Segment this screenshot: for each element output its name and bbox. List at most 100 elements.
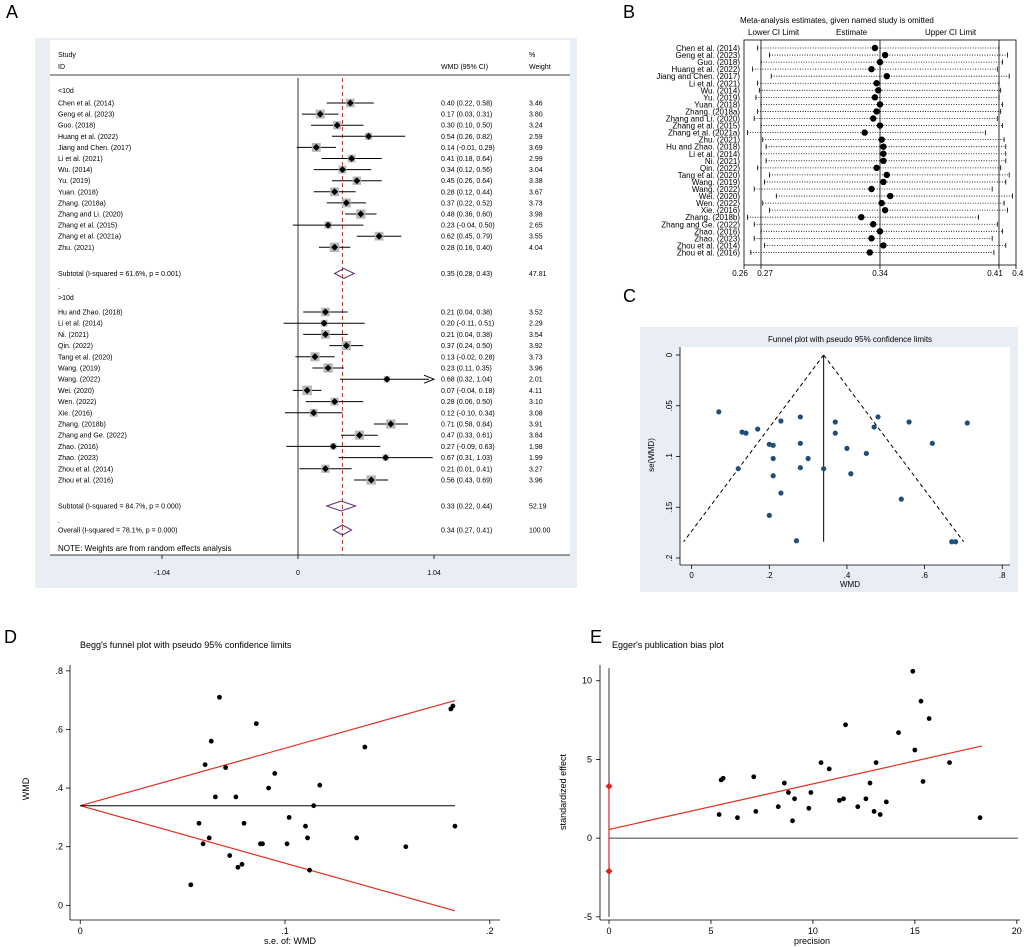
forest-ci-text: 0.21 (0.04, 0.38) [441, 332, 492, 339]
forest-note: NOTE: Weights are from random effects an… [58, 544, 232, 553]
funnel-point [793, 538, 800, 544]
funnel-plot-area [680, 347, 1010, 565]
funnel-point [797, 414, 803, 420]
forest-point-estimate [321, 465, 329, 473]
forest-weight-text: 3.10 [529, 399, 543, 406]
forest-study-label: Guo. (2018) [58, 123, 95, 130]
egger-point [808, 790, 814, 795]
forest-study-label: Zhang et al. (2015) [58, 223, 117, 230]
forest-study-label: Yuan. (2018) [58, 189, 98, 196]
sensitivity-estimate-point [887, 192, 894, 200]
begg-panel: Begg's funnel plot with pseudo 95% confi… [21, 640, 500, 946]
forest-subtotal-2-weight-text: 52.19 [529, 504, 547, 511]
sensitivity-estimate-point [880, 143, 887, 150]
funnel-content: 0 .2 .4 .6 .8 0 .05 .1 .15 .2 [665, 352, 1006, 580]
forest-xtick-label: -1.04 [154, 570, 170, 577]
egger-ytick-label: 5 [587, 754, 592, 764]
funnel-point [949, 539, 955, 545]
sensitivity-study-label: Zhang and Li. (2020) [666, 115, 741, 124]
forest-study-label: Zhang. (2018b) [58, 422, 106, 429]
funnel-ytick-label: .15 [665, 501, 674, 513]
forest-weight-text: 3.38 [529, 178, 543, 185]
funnel-point [770, 455, 776, 462]
begg-point [212, 794, 218, 800]
sensitivity-panel: Meta-analysis estimates, given named stu… [656, 16, 1024, 278]
forest-ci-text: 0.37 (0.22, 0.52) [441, 200, 492, 207]
funnel-ytick-label: .1 [665, 453, 674, 460]
forest-point-estimate [342, 342, 350, 350]
funnel-point [964, 420, 970, 426]
forest-weight-text: 3.92 [529, 343, 543, 350]
funnel-point [797, 465, 803, 471]
panel-label-d: D [4, 627, 17, 647]
forest-point-estimate [375, 232, 383, 240]
forest-study-label: Zhou et al. (2014) [58, 466, 113, 473]
egger-point [841, 796, 846, 802]
sensitivity-estimate-point [868, 185, 875, 193]
egger-point [947, 760, 952, 765]
funnel-pseudo-ci-left [683, 354, 825, 543]
forest-study-label: Yu. (2019) [58, 178, 90, 185]
forest-ci-text: 0.71 (0.58, 0.84) [441, 422, 492, 429]
sensitivity-estimate-point [880, 157, 887, 164]
forest-point-estimate [321, 330, 329, 338]
funnel-xtick-label: .8 [999, 571, 1006, 580]
egger-title: Egger's publication bias plot [612, 640, 724, 650]
forest-study-label: Geng et al. (2023) [58, 112, 114, 119]
forest-study-label: Wu. (2014) [58, 167, 93, 174]
begg-point [239, 861, 245, 867]
forest-study-label: Zhang and Ge. (2022) [58, 433, 127, 440]
forest-study-label: Li et al. (2021) [58, 156, 103, 163]
begg-point [188, 882, 194, 888]
forest-study-label: Wang. (2022) [58, 377, 100, 384]
sensitivity-estimate-point [868, 65, 875, 73]
forest-weight-text: 3.96 [529, 366, 543, 373]
begg-point [206, 835, 212, 841]
sensitivity-title: Meta-analysis estimates, given named stu… [740, 16, 934, 25]
forest-weight-text: 3.04 [529, 167, 543, 174]
forest-subtotal-2-label: Subtotal (I-squared = 84.7%, p = 0.000) [58, 504, 181, 511]
begg-ytick-label: 0 [58, 900, 63, 910]
egger-point [912, 747, 918, 753]
forest-ci-text: 0.23 (-0.04, 0.50) [441, 223, 495, 230]
sensitivity-study-label: Zhu. (2021) [699, 136, 741, 145]
forest-ci-text: 0.47 (0.33, 0.61) [441, 433, 492, 440]
forest-weight-text: 4.04 [529, 245, 543, 252]
forest-point-estimate [331, 398, 339, 406]
forest-point-estimate [387, 420, 395, 428]
sensitivity-estimate-point [880, 242, 887, 249]
egger-point [977, 815, 983, 821]
egger-regression-line [608, 745, 983, 831]
panel-label-a: A [6, 2, 18, 22]
egger-point [926, 716, 932, 721]
forest-weight-text: 3.91 [529, 422, 543, 429]
egger-point [920, 779, 926, 784]
egger-xtick-label: 5 [708, 926, 713, 936]
egger-xlabel: precision [794, 936, 830, 946]
forest-weight-text: 3.54 [529, 332, 543, 339]
funnel-ytick-label: 0 [665, 352, 674, 357]
funnel-point [735, 466, 741, 472]
funnel-xtick-label: .4 [844, 571, 851, 580]
egger-point [873, 760, 879, 765]
funnel-point [898, 496, 904, 502]
forest-point-estimate [353, 177, 361, 185]
egger-ytick-label: 10 [582, 676, 592, 686]
forest-xtick-label: 1.04 [427, 570, 441, 577]
forest-study-label: Xie. (2016) [58, 410, 92, 417]
forest-point-estimate [320, 319, 328, 327]
sensitivity-estimate-point [873, 164, 880, 172]
sensitivity-estimate-point [876, 58, 884, 66]
sensitivity-estimate-point [880, 150, 887, 157]
begg-xtick-label: .2 [486, 926, 494, 936]
forest-weight-text: 3.46 [529, 101, 543, 108]
egger-point [837, 797, 842, 803]
forest-header-pct: % [529, 52, 535, 59]
forest-study-label: Ni. (2021) [58, 332, 89, 339]
forest-point-estimate [342, 199, 350, 207]
begg-content: 0 .1 .2 0 .2 .4 .6 .8 [55, 666, 493, 936]
egger-point [896, 730, 901, 736]
forest-ci-text: 0.07 (-0.04, 0.18) [441, 388, 495, 395]
begg-point [227, 853, 233, 858]
funnel-point [805, 455, 811, 462]
